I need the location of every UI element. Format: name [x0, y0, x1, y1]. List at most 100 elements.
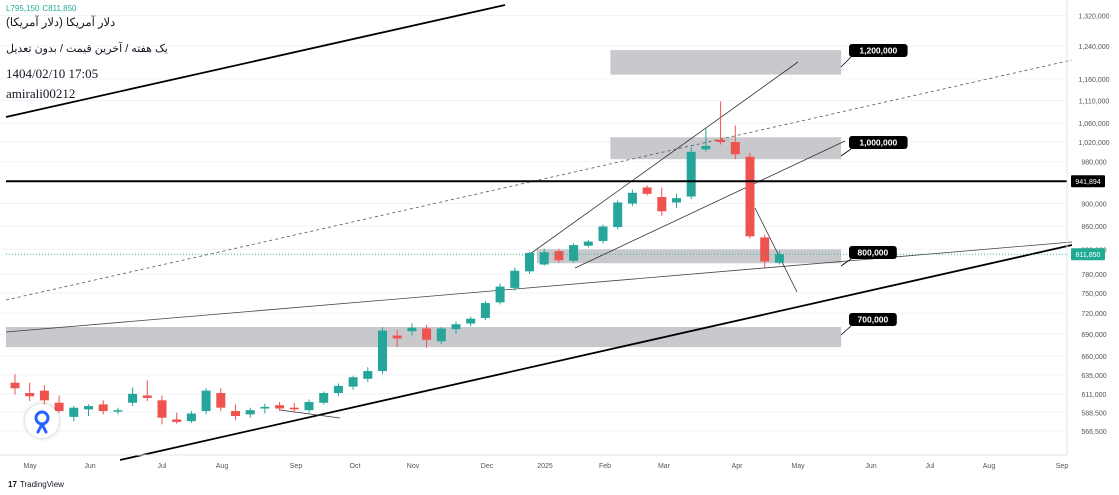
candle-body: [539, 252, 549, 265]
price-tick-label: 635,000: [1081, 373, 1106, 380]
zone-callout-label: 1,200,000: [859, 46, 897, 56]
candle-body: [128, 393, 138, 403]
candle-down: [39, 385, 49, 407]
candle-body: [672, 198, 681, 203]
price-tick-label: 690,000: [1081, 332, 1106, 339]
candle-body: [554, 251, 564, 261]
support-resistance-zones: [6, 50, 842, 348]
candle-up: [598, 224, 608, 244]
ohlc-readout: L795,150 C811,850: [6, 4, 79, 13]
trendlines: [5, 4, 1073, 461]
chart-grid: [0, 14, 1067, 432]
time-tick-label: Feb: [599, 463, 611, 470]
candle-up: [451, 321, 461, 335]
candle-up: [128, 387, 138, 407]
candle-down: [760, 234, 770, 268]
tradingview-logo[interactable]: 17 TradingView: [8, 480, 64, 489]
candle-body: [745, 156, 755, 237]
time-tick-label: Aug: [216, 463, 229, 470]
candle-body: [598, 226, 608, 241]
candle-body: [98, 404, 108, 412]
candle-body: [289, 407, 299, 410]
time-tick-label: Aug: [983, 463, 996, 470]
candle-down: [745, 152, 755, 239]
candle-body: [760, 237, 770, 262]
candle-body: [422, 328, 432, 340]
brand-logo-icon: [34, 410, 50, 434]
price-tick-label: 750,000: [1081, 291, 1106, 298]
short-line: [279, 409, 341, 419]
time-tick-label: Jul: [158, 463, 167, 470]
time-tick-label: Apr: [732, 463, 744, 470]
key-level-value: 941,894: [1075, 179, 1100, 186]
price-tick-label: 1,240,000: [1078, 44, 1109, 51]
candle-up: [436, 327, 446, 345]
zone-callout-box: [849, 246, 897, 259]
candle-down: [289, 402, 299, 413]
candle-body: [730, 142, 740, 155]
candle-body: [333, 385, 343, 394]
candle-up: [84, 404, 93, 417]
candle-down: [554, 248, 564, 263]
candle-up: [333, 383, 343, 397]
chart-subtitle: یک هفته / آخرین قیمت / بدون تعدیل: [6, 43, 168, 55]
candle-up: [113, 407, 123, 415]
zone-callouts: 1,200,000 1,000,000 800,000 700,000: [840, 44, 908, 336]
candle-body: [39, 390, 49, 401]
candle-body: [157, 400, 167, 418]
candle-up: [510, 267, 520, 291]
drop-line: [754, 207, 798, 293]
price-tick-label: 1,060,000: [1078, 121, 1109, 128]
horizontal-levels: [6, 180, 1067, 255]
candle-up: [201, 388, 211, 415]
candle-up: [495, 283, 505, 305]
candlesticks: [10, 101, 784, 425]
zone-callout-box: [849, 44, 908, 57]
candle-down: [642, 185, 652, 196]
candle-down: [216, 388, 226, 412]
candle-down: [730, 125, 740, 160]
author-name: amirali00212: [6, 86, 76, 101]
candle-body: [216, 393, 226, 408]
price-zone: [536, 249, 842, 264]
time-tick-label: May: [23, 463, 37, 470]
time-tick-label: Oct: [350, 463, 361, 470]
tradingview-name: TradingView: [19, 480, 64, 489]
candle-up: [186, 411, 196, 423]
candle-body: [510, 270, 520, 288]
time-tick-label: Jun: [84, 463, 95, 470]
candle-body: [525, 252, 534, 272]
candle-body: [304, 401, 314, 411]
candle-down: [157, 395, 167, 425]
candle-body: [54, 402, 64, 412]
candle-down: [98, 400, 108, 415]
candle-body: [569, 245, 579, 261]
candle-up: [304, 399, 314, 413]
price-tick-label: 588,500: [1081, 410, 1106, 417]
price-tick-label: 611,000: [1082, 392, 1107, 399]
candle-down: [54, 395, 64, 413]
candle-body: [466, 318, 476, 324]
candle-body: [113, 410, 123, 412]
candle-body: [392, 335, 402, 339]
candle-up: [319, 391, 329, 405]
candle-body: [260, 406, 270, 409]
time-tick-label: May: [791, 463, 805, 470]
price-tick-label: 1,110,000: [1079, 99, 1110, 106]
time-tick-label: Sep: [290, 463, 303, 470]
candle-up: [701, 127, 711, 152]
candle-body: [774, 254, 784, 263]
candle-down: [422, 324, 432, 348]
chart-brand-badge: [25, 404, 59, 438]
candle-body: [495, 286, 505, 303]
candle-up: [363, 367, 373, 382]
candle-body: [378, 330, 387, 372]
candle-down: [10, 374, 20, 395]
time-tick-label: Sep: [1056, 463, 1069, 470]
candle-body: [583, 241, 593, 246]
symbol-title: دلار آمریکا (دلار آمریکا): [6, 17, 116, 29]
price-zone: [610, 137, 842, 160]
price-tick-label: 1,160,000: [1078, 77, 1109, 84]
zone-callout-label: 700,000: [858, 315, 889, 325]
